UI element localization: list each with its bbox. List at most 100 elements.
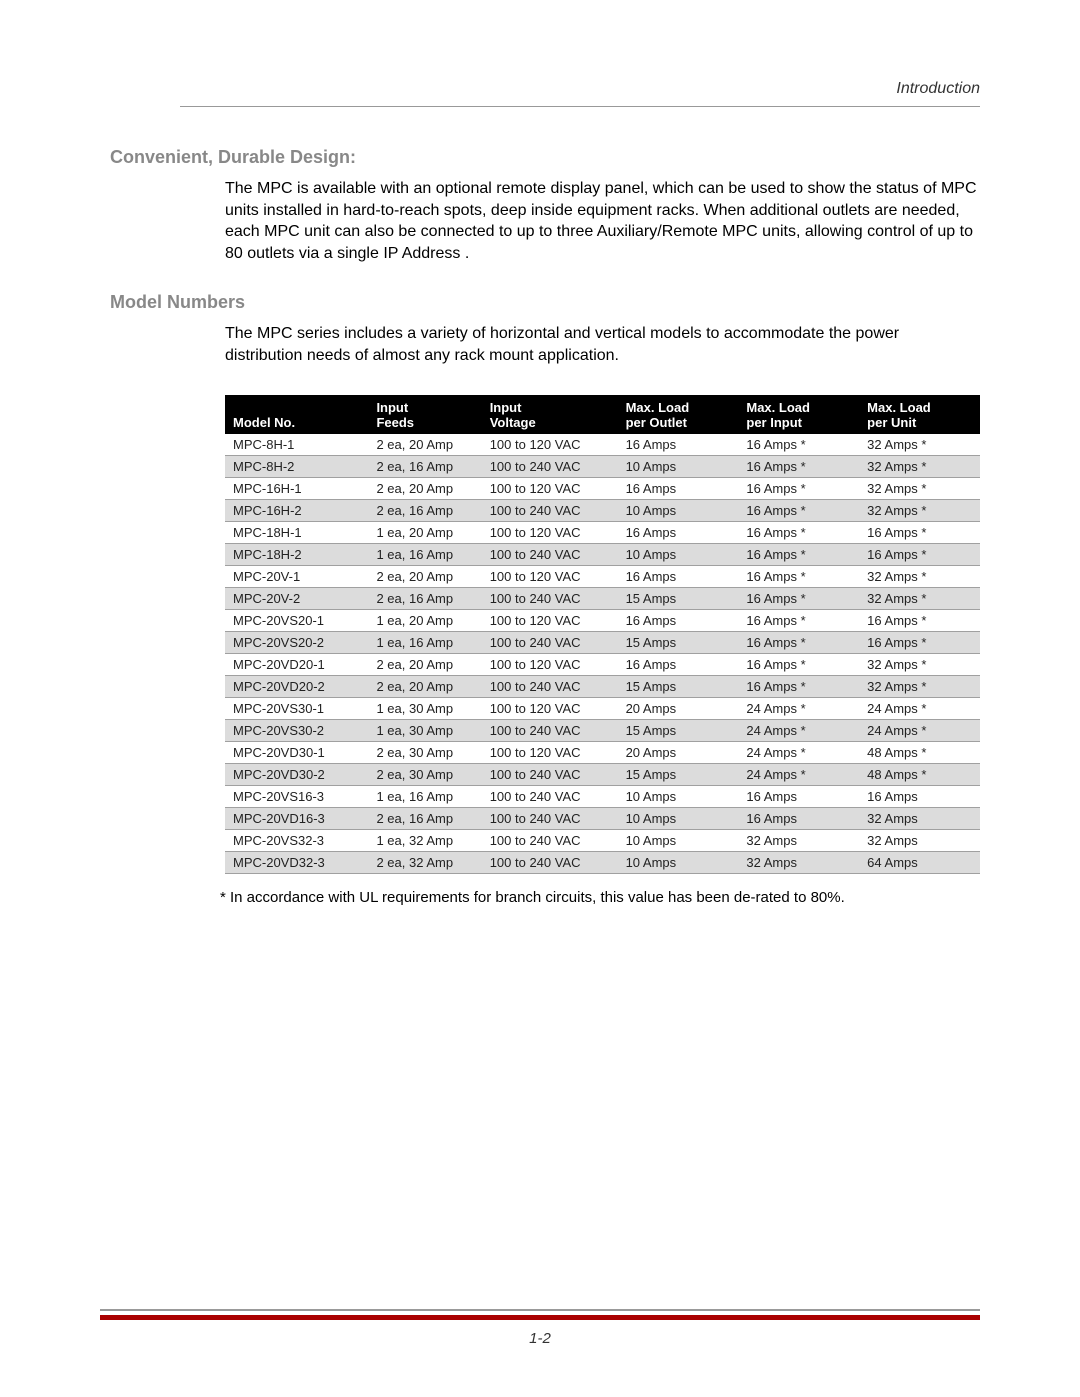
cell-input: 16 Amps * bbox=[738, 676, 859, 698]
cell-input: 16 Amps * bbox=[738, 456, 859, 478]
cell-outlet: 16 Amps bbox=[618, 522, 739, 544]
cell-feeds: 2 ea, 30 Amp bbox=[368, 742, 481, 764]
cell-model: MPC-20VD30-1 bbox=[225, 742, 368, 764]
cell-unit: 16 Amps * bbox=[859, 522, 980, 544]
cell-feeds: 1 ea, 30 Amp bbox=[368, 720, 481, 742]
cell-unit: 32 Amps * bbox=[859, 456, 980, 478]
cell-unit: 32 Amps * bbox=[859, 478, 980, 500]
table-row: MPC-18H-21 ea, 16 Amp100 to 240 VAC10 Am… bbox=[225, 544, 980, 566]
table-row: MPC-20VS32-31 ea, 32 Amp100 to 240 VAC10… bbox=[225, 830, 980, 852]
cell-feeds: 2 ea, 20 Amp bbox=[368, 654, 481, 676]
footer-page-number: 1-2 bbox=[100, 1330, 980, 1347]
cell-feeds: 1 ea, 16 Amp bbox=[368, 632, 481, 654]
cell-model: MPC-8H-2 bbox=[225, 456, 368, 478]
cell-outlet: 16 Amps bbox=[618, 610, 739, 632]
table-row: MPC-16H-22 ea, 16 Amp100 to 240 VAC10 Am… bbox=[225, 500, 980, 522]
cell-model: MPC-20VS20-2 bbox=[225, 632, 368, 654]
cell-voltage: 100 to 240 VAC bbox=[482, 544, 618, 566]
table-row: MPC-20VS20-11 ea, 20 Amp100 to 120 VAC16… bbox=[225, 610, 980, 632]
cell-outlet: 15 Amps bbox=[618, 632, 739, 654]
cell-input: 16 Amps * bbox=[738, 588, 859, 610]
cell-outlet: 10 Amps bbox=[618, 500, 739, 522]
cell-input: 16 Amps * bbox=[738, 566, 859, 588]
cell-outlet: 10 Amps bbox=[618, 808, 739, 830]
cell-input: 24 Amps * bbox=[738, 742, 859, 764]
table-row: MPC-20VS30-21 ea, 30 Amp100 to 240 VAC15… bbox=[225, 720, 980, 742]
table-row: MPC-20VS16-31 ea, 16 Amp100 to 240 VAC10… bbox=[225, 786, 980, 808]
cell-voltage: 100 to 120 VAC bbox=[482, 742, 618, 764]
table-row: MPC-20VS20-21 ea, 16 Amp100 to 240 VAC15… bbox=[225, 632, 980, 654]
cell-unit: 32 Amps * bbox=[859, 434, 980, 456]
cell-feeds: 2 ea, 30 Amp bbox=[368, 764, 481, 786]
cell-model: MPC-16H-1 bbox=[225, 478, 368, 500]
cell-model: MPC-20VD16-3 bbox=[225, 808, 368, 830]
cell-outlet: 10 Amps bbox=[618, 830, 739, 852]
cell-outlet: 10 Amps bbox=[618, 456, 739, 478]
cell-model: MPC-20V-1 bbox=[225, 566, 368, 588]
cell-feeds: 1 ea, 30 Amp bbox=[368, 698, 481, 720]
cell-input: 24 Amps * bbox=[738, 698, 859, 720]
cell-feeds: 2 ea, 20 Amp bbox=[368, 478, 481, 500]
cell-feeds: 1 ea, 16 Amp bbox=[368, 786, 481, 808]
cell-outlet: 20 Amps bbox=[618, 698, 739, 720]
cell-outlet: 15 Amps bbox=[618, 676, 739, 698]
cell-voltage: 100 to 240 VAC bbox=[482, 852, 618, 874]
cell-model: MPC-20VS30-2 bbox=[225, 720, 368, 742]
th-feeds: InputFeeds bbox=[368, 395, 481, 435]
cell-unit: 32 Amps * bbox=[859, 566, 980, 588]
cell-model: MPC-18H-2 bbox=[225, 544, 368, 566]
cell-unit: 32 Amps * bbox=[859, 500, 980, 522]
table-row: MPC-20V-22 ea, 16 Amp100 to 240 VAC15 Am… bbox=[225, 588, 980, 610]
model-table-container: Model No. InputFeeds InputVoltage Max. L… bbox=[225, 395, 980, 875]
table-row: MPC-20VS30-11 ea, 30 Amp100 to 120 VAC20… bbox=[225, 698, 980, 720]
cell-model: MPC-20VS30-1 bbox=[225, 698, 368, 720]
cell-voltage: 100 to 120 VAC bbox=[482, 522, 618, 544]
th-model: Model No. bbox=[225, 395, 368, 435]
table-header-row: Model No. InputFeeds InputVoltage Max. L… bbox=[225, 395, 980, 435]
cell-unit: 24 Amps * bbox=[859, 720, 980, 742]
cell-feeds: 1 ea, 32 Amp bbox=[368, 830, 481, 852]
page-footer: 1-2 bbox=[100, 1309, 980, 1347]
cell-model: MPC-20VD30-2 bbox=[225, 764, 368, 786]
section-body-design: The MPC is available with an optional re… bbox=[225, 178, 980, 264]
cell-feeds: 2 ea, 16 Amp bbox=[368, 588, 481, 610]
table-row: MPC-8H-22 ea, 16 Amp100 to 240 VAC10 Amp… bbox=[225, 456, 980, 478]
table-row: MPC-20VD30-12 ea, 30 Amp100 to 120 VAC20… bbox=[225, 742, 980, 764]
cell-unit: 32 Amps * bbox=[859, 676, 980, 698]
footer-red-line bbox=[100, 1315, 980, 1320]
cell-input: 16 Amps bbox=[738, 786, 859, 808]
cell-unit: 32 Amps bbox=[859, 808, 980, 830]
table-row: MPC-20VD32-32 ea, 32 Amp100 to 240 VAC10… bbox=[225, 852, 980, 874]
cell-voltage: 100 to 120 VAC bbox=[482, 434, 618, 456]
cell-input: 16 Amps * bbox=[738, 654, 859, 676]
cell-voltage: 100 to 240 VAC bbox=[482, 588, 618, 610]
cell-feeds: 2 ea, 20 Amp bbox=[368, 434, 481, 456]
cell-voltage: 100 to 240 VAC bbox=[482, 676, 618, 698]
cell-input: 16 Amps * bbox=[738, 544, 859, 566]
cell-input: 16 Amps * bbox=[738, 632, 859, 654]
cell-model: MPC-20VD20-2 bbox=[225, 676, 368, 698]
cell-feeds: 1 ea, 20 Amp bbox=[368, 610, 481, 632]
cell-model: MPC-16H-2 bbox=[225, 500, 368, 522]
cell-feeds: 2 ea, 32 Amp bbox=[368, 852, 481, 874]
page-header-label: Introduction bbox=[180, 80, 980, 107]
table-body: MPC-8H-12 ea, 20 Amp100 to 120 VAC16 Amp… bbox=[225, 434, 980, 874]
cell-feeds: 1 ea, 20 Amp bbox=[368, 522, 481, 544]
cell-unit: 32 Amps bbox=[859, 830, 980, 852]
cell-voltage: 100 to 240 VAC bbox=[482, 456, 618, 478]
cell-feeds: 2 ea, 16 Amp bbox=[368, 456, 481, 478]
table-row: MPC-20VD16-32 ea, 16 Amp100 to 240 VAC10… bbox=[225, 808, 980, 830]
cell-outlet: 15 Amps bbox=[618, 588, 739, 610]
cell-model: MPC-20V-2 bbox=[225, 588, 368, 610]
cell-unit: 16 Amps * bbox=[859, 544, 980, 566]
cell-voltage: 100 to 240 VAC bbox=[482, 500, 618, 522]
cell-outlet: 15 Amps bbox=[618, 764, 739, 786]
cell-feeds: 2 ea, 16 Amp bbox=[368, 500, 481, 522]
cell-input: 24 Amps * bbox=[738, 764, 859, 786]
cell-feeds: 2 ea, 20 Amp bbox=[368, 566, 481, 588]
cell-outlet: 10 Amps bbox=[618, 544, 739, 566]
cell-feeds: 1 ea, 16 Amp bbox=[368, 544, 481, 566]
cell-outlet: 16 Amps bbox=[618, 478, 739, 500]
cell-model: MPC-20VD20-1 bbox=[225, 654, 368, 676]
th-input: Max. Loadper Input bbox=[738, 395, 859, 435]
